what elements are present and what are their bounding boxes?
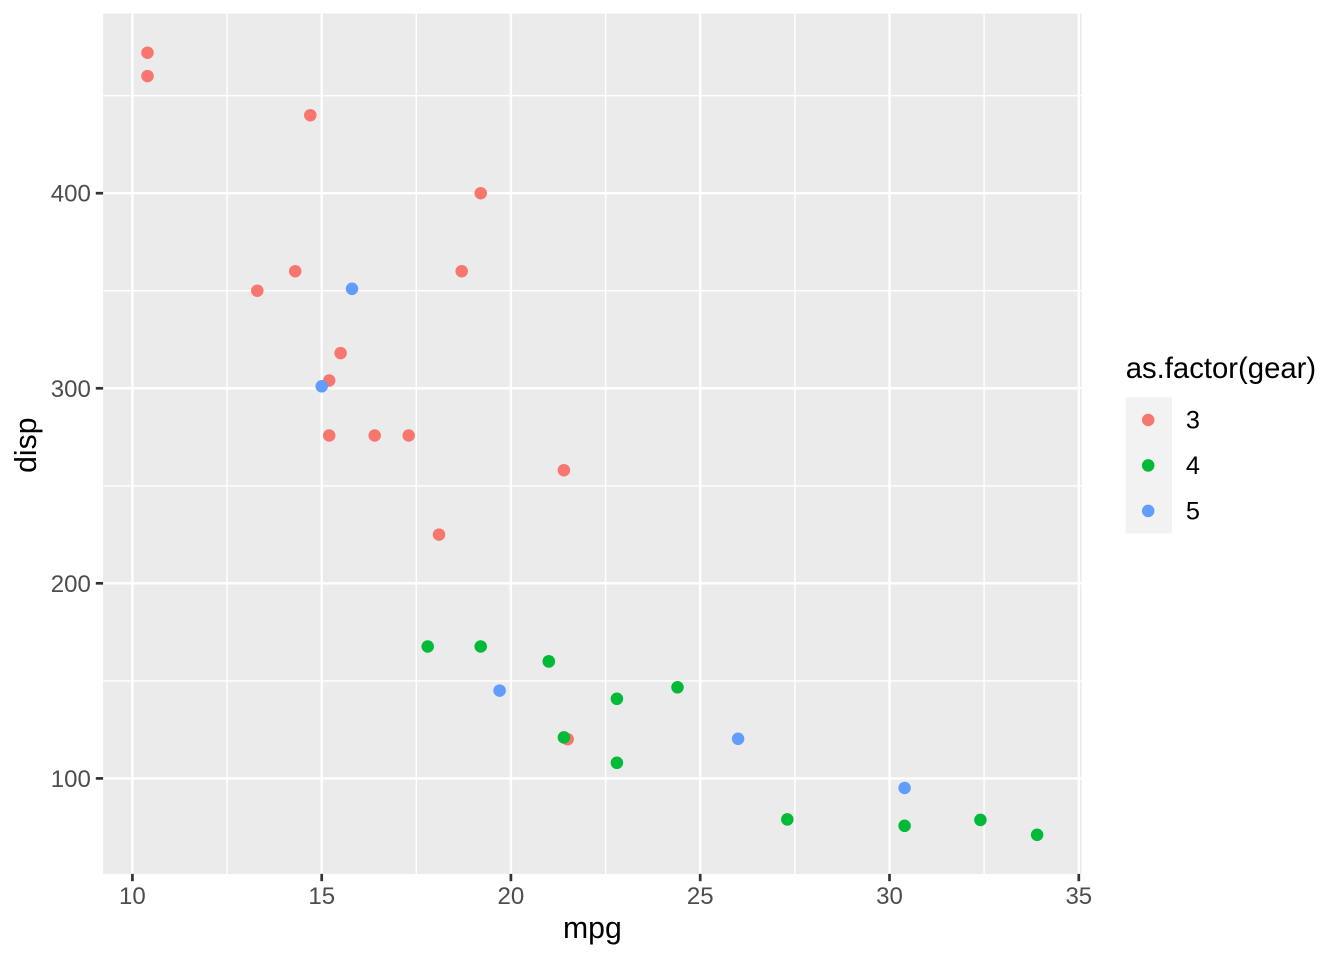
svg-text:as.factor(gear): as.factor(gear) xyxy=(1126,352,1317,385)
svg-text:300: 300 xyxy=(51,376,91,403)
svg-text:10: 10 xyxy=(119,883,146,910)
svg-text:100: 100 xyxy=(51,766,91,793)
svg-text:200: 200 xyxy=(51,571,91,598)
svg-text:mpg: mpg xyxy=(563,912,622,945)
svg-text:25: 25 xyxy=(687,883,714,910)
svg-text:400: 400 xyxy=(51,181,91,208)
svg-text:disp: disp xyxy=(10,418,43,473)
svg-text:20: 20 xyxy=(498,883,525,910)
svg-text:35: 35 xyxy=(1065,883,1092,910)
svg-text:3: 3 xyxy=(1186,407,1200,435)
svg-text:15: 15 xyxy=(308,883,335,910)
svg-text:4: 4 xyxy=(1186,452,1200,480)
svg-text:30: 30 xyxy=(876,883,903,910)
svg-text:5: 5 xyxy=(1186,497,1200,525)
